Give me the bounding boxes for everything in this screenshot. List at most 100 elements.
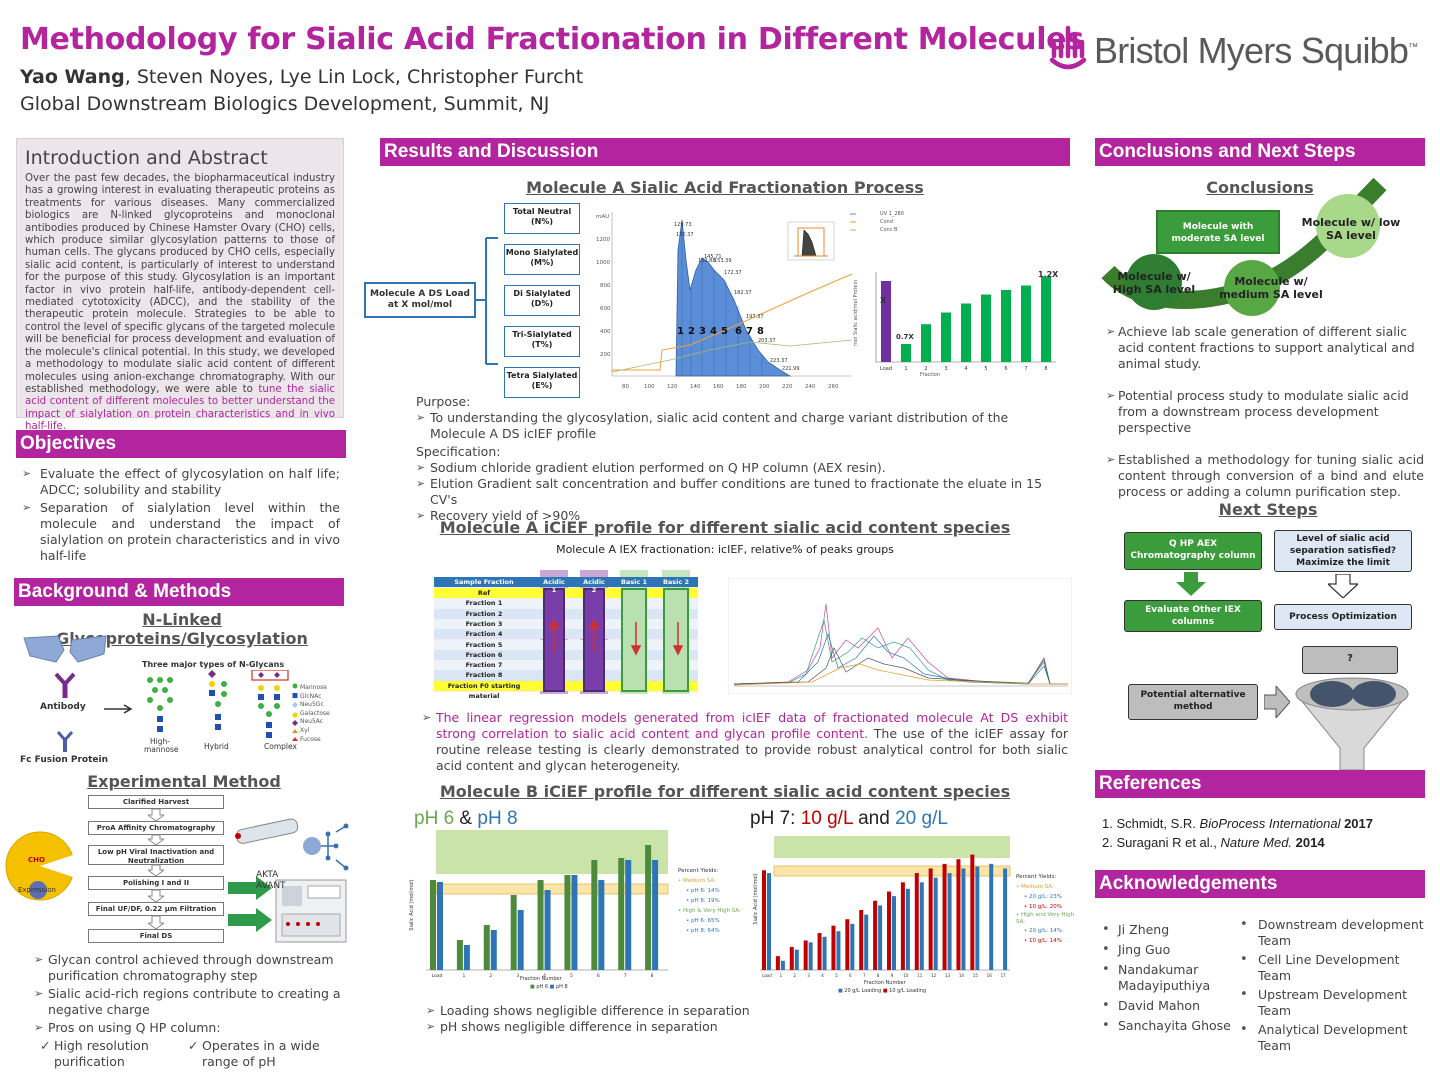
- alternative-method-box: Potential alternative method: [1128, 684, 1258, 720]
- basic2-bar: [663, 588, 689, 692]
- ack-item: Sanchayita Ghose: [1100, 1018, 1236, 1034]
- conclusion-bullet: Potential process study to modulate sial…: [1106, 388, 1424, 436]
- sa-node-high: Molecule w/ High SA level: [1112, 270, 1196, 296]
- regression-text: The linear regression models generated f…: [422, 710, 1068, 776]
- qhp-box: Q HP AEX Chromatography column: [1124, 532, 1262, 570]
- ph-chart-ylabel: Sialic Acid (mol/mol): [409, 879, 415, 931]
- spec-label: Specification:: [416, 444, 501, 459]
- ph-yields: Percent Yields: • Medium SA: • pH 6: 14%…: [678, 868, 741, 934]
- l10-bar: [775, 956, 780, 970]
- trend-arrows-icon: [548, 620, 684, 656]
- intro-box: Introduction and Abstract Over the past …: [16, 138, 344, 432]
- fc-fusion-icon: [56, 731, 74, 752]
- table-header: Basic 1: [620, 578, 648, 586]
- ph8-bar: [517, 910, 524, 970]
- sa-label-07: 0.7X: [896, 333, 914, 341]
- l20-bar: [933, 877, 938, 970]
- authors: Yao Wang, Steven Noyes, Lye Lin Lock, Ch…: [20, 66, 583, 88]
- objective-item: Separation of sialylation level within t…: [22, 500, 340, 564]
- l20-bar: [878, 905, 883, 970]
- ph6-bar: [537, 880, 544, 970]
- background-header: Background & Methods: [14, 578, 344, 606]
- affiliation: Global Downstream Biologics Development,…: [20, 93, 550, 115]
- sa-label-12: 1.2X: [1038, 270, 1059, 279]
- ph6-bar: [618, 858, 625, 970]
- l20-bar: [961, 868, 966, 970]
- optimization-box: Process Optimization: [1274, 604, 1412, 630]
- l20-bar: [780, 960, 785, 970]
- table-header: Acidic 2: [583, 578, 605, 594]
- spec-item: Sodium chloride gradient elution perform…: [416, 460, 1062, 476]
- conclusion-bullet: Established a methodology for tuning sia…: [1106, 452, 1424, 500]
- svg-text:4: 4: [710, 326, 717, 337]
- cho-label: CHO: [28, 856, 45, 864]
- ph6-bar: [591, 860, 598, 970]
- svg-text:182.37: 182.37: [734, 290, 752, 296]
- l10-bar: [942, 863, 947, 970]
- reference-item: 1. Schmidt, S.R. BioProcess Internationa…: [1102, 816, 1374, 831]
- purpose-item: To understanding the glycosylation, sial…: [416, 410, 1062, 442]
- gl-tick-label: 8: [877, 973, 880, 978]
- table-row: Fraction 1: [434, 598, 698, 609]
- table-header: Basic 2: [662, 578, 690, 586]
- gl-tick-label: 7: [863, 973, 866, 978]
- check-item: ✓ Operates in a wide range of pH: [188, 1038, 320, 1069]
- svg-text:129.73: 129.73: [674, 222, 692, 228]
- table-row-label: Fraction 3: [465, 619, 503, 628]
- sa-node-medium: Molecule w/ medium SA level: [1219, 275, 1323, 301]
- svg-text:100: 100: [644, 384, 655, 390]
- conclusions-bullets: Achieve lab scale generation of differen…: [1106, 324, 1424, 502]
- gl-tick-label: 1: [780, 973, 783, 978]
- gl-chart-legend: ■ 20 g/L Loading ■ 10 g/L Loading: [838, 988, 927, 994]
- l10-bar: [831, 925, 836, 970]
- experimental-subtitle: Experimental Method: [87, 772, 281, 791]
- objectives-list: Evaluate the effect of glycosylation on …: [22, 466, 340, 566]
- glycan-title: Three major types of N-Glycans: [142, 660, 285, 669]
- chrom-y-ticks: 1200 1000 800 600 400 200: [596, 237, 611, 358]
- conclusion-bullet: Achieve lab scale generation of differen…: [1106, 324, 1424, 372]
- l20-bar: [892, 896, 896, 970]
- glycan-structures-icon: [147, 670, 298, 741]
- table-row-label: Fraction 2: [465, 609, 503, 618]
- check-icon: ✓: [188, 1038, 199, 1053]
- sa-bar: [981, 294, 991, 362]
- ph6-bar: [564, 875, 571, 970]
- sa-tick-label: 3: [944, 366, 947, 372]
- sa-tick-label: 1: [904, 366, 907, 372]
- ph-tick-label: 3: [516, 973, 519, 979]
- icief-a-subtitle: Molecule A iCiEF profile for different s…: [439, 518, 1011, 537]
- evaluate-iex-box: Evaluate Other IEX columns: [1124, 600, 1262, 632]
- table-row: Fraction 3: [434, 618, 698, 630]
- antibody-icon: [54, 672, 76, 698]
- purpose-section: Purpose: To understanding the glycosylat…: [416, 394, 1062, 524]
- table-row: Fraction 4: [434, 629, 698, 640]
- regression-highlight: The linear regression models generated f…: [436, 710, 1068, 741]
- ph-chart-legend: ■ pH 6 ■ pH 8: [530, 984, 568, 990]
- fraction-box: Tetra Sialylated (E%): [504, 367, 580, 398]
- gl-chart-ylabel: Sialic Acid (mol/mol): [753, 873, 759, 925]
- l20-bar: [822, 936, 827, 970]
- svg-text:120: 120: [667, 384, 678, 390]
- question-box: ?: [1302, 646, 1398, 674]
- ph6-bar: [645, 845, 652, 970]
- l10-bar: [789, 946, 794, 970]
- glycan-type-label: Complex: [264, 742, 297, 751]
- table-row-label: Fraction 7: [465, 661, 503, 670]
- gl-tick-label: 17: [1001, 973, 1007, 978]
- chromatogram-plot: 1200 1000 800 600 400 200 mAU 80 100 120…: [596, 212, 856, 390]
- spec-item: Recovery yield of >90%: [416, 508, 1062, 524]
- svg-text:2: 2: [688, 326, 695, 337]
- glycan-legend: Mannose GlcNAc Neu5Gc Galactose Neu5Ac Xyl Fuc…: [300, 684, 330, 743]
- intro-heading: Introduction and Abstract: [25, 147, 268, 169]
- ack-item: Ji Zheng: [1100, 922, 1236, 938]
- l10-bar: [928, 868, 933, 970]
- chrom-fraction-numbers: 1 2 3 4 5 6 7 8: [677, 326, 764, 337]
- ph-tick-label: 5: [570, 973, 573, 979]
- cho-cell-icon: [5, 831, 88, 901]
- chrom-legend: UV 1_280 Cond Conc B: [880, 211, 904, 233]
- chrom-peak-labels: 129.73 130.37 145.71 152.88 153.39 172.3…: [674, 222, 800, 372]
- table-row-label: Fraction 5: [465, 640, 503, 649]
- svg-text:240: 240: [805, 384, 816, 390]
- svg-text:172.37: 172.37: [724, 270, 742, 276]
- table-row: Fraction 5: [434, 639, 698, 650]
